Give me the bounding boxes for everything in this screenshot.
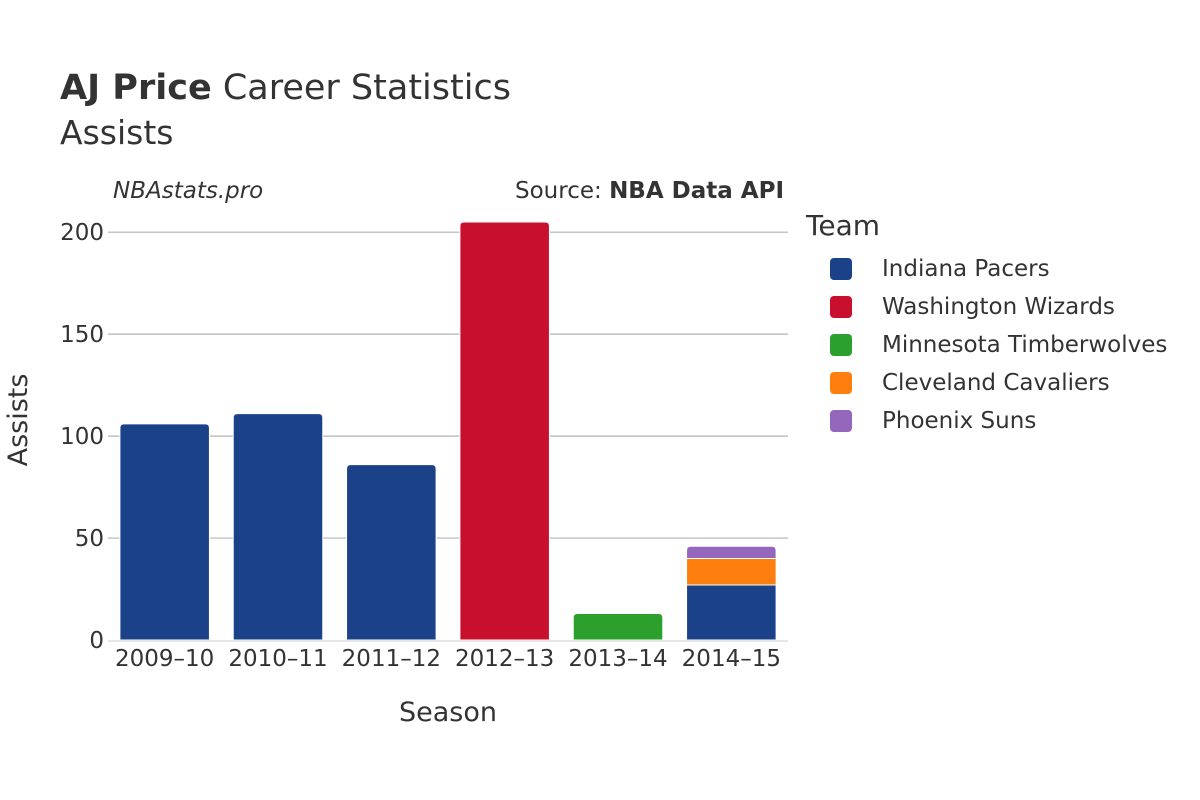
legend-label: Minnesota Timberwolves: [882, 332, 1168, 358]
legend-label: Cleveland Cavaliers: [882, 370, 1110, 396]
legend-item[interactable]: Washington Wizards: [806, 288, 1167, 326]
source-name: NBA Data API: [609, 178, 784, 204]
bar-segment: [459, 221, 550, 641]
legend-items: Indiana Pacers Washington Wizards Minnesot…: [806, 250, 1167, 440]
legend-label: Washington Wizards: [882, 294, 1115, 320]
y-tick-label: 100: [60, 424, 104, 450]
chart-subtitle: Assists: [60, 113, 174, 152]
legend-item[interactable]: Indiana Pacers: [806, 250, 1167, 288]
legend-item[interactable]: Minnesota Timberwolves: [806, 326, 1167, 364]
y-tick-label: 150: [60, 322, 104, 348]
player-name: AJ Price: [60, 68, 212, 108]
x-tick-label: 2014–15: [682, 646, 781, 672]
legend-item[interactable]: Cleveland Cavaliers: [806, 364, 1167, 402]
x-tick-label: 2011–12: [342, 646, 441, 672]
source-prefix: Source:: [515, 178, 610, 204]
legend-swatch: [830, 258, 852, 280]
bar-segment: [686, 557, 777, 586]
x-tick-label: 2010–11: [228, 646, 327, 672]
y-tick-label: 0: [89, 628, 104, 654]
bar-segment: [232, 413, 324, 641]
x-tick-label: 2013–14: [568, 646, 667, 672]
legend-swatch: [830, 334, 852, 356]
legend-swatch: [830, 296, 852, 318]
x-axis-title: Season: [399, 697, 497, 728]
legend-swatch: [830, 372, 852, 394]
bar-segment: [686, 545, 777, 559]
title-rest: Career Statistics: [222, 68, 511, 108]
chart-title: AJ Price Career Statistics: [60, 68, 511, 108]
bar-segment: [346, 464, 437, 641]
watermark: NBAstats.pro: [113, 178, 264, 204]
source-credit: Source: NBA Data API: [515, 178, 784, 204]
x-tick-label: 2012–13: [455, 646, 554, 672]
y-axis-title: Assists: [3, 374, 34, 467]
legend-item[interactable]: Phoenix Suns: [806, 402, 1167, 440]
y-tick-label: 50: [75, 526, 104, 552]
bar-segment: [119, 423, 210, 641]
legend: Team Indiana Pacers Washington Wizards Min…: [806, 208, 1167, 440]
x-tick-label: 2009–10: [115, 646, 214, 672]
legend-label: Phoenix Suns: [882, 408, 1037, 434]
legend-swatch: [830, 410, 852, 432]
legend-label: Indiana Pacers: [882, 256, 1050, 282]
y-tick-label: 200: [60, 220, 104, 246]
bar-segment: [686, 584, 777, 641]
bar-segment: [572, 612, 664, 641]
legend-title: Team: [806, 209, 881, 242]
